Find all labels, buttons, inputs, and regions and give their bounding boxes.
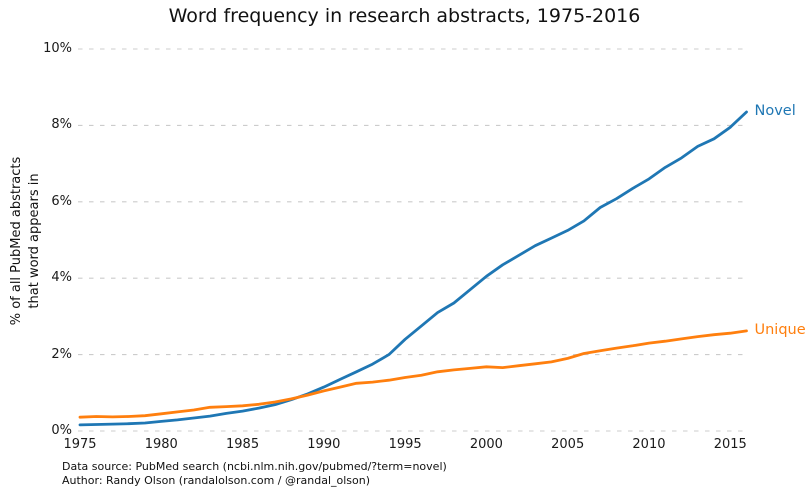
series-label-novel: Novel <box>754 103 796 120</box>
series-label-unique: Unique <box>754 321 806 338</box>
y-tick-label: 2% <box>51 346 72 362</box>
chart-title: Word frequency in research abstracts, 19… <box>168 5 641 27</box>
y-tick-label: 10% <box>43 41 72 56</box>
y-tick-label: 6% <box>51 193 72 209</box>
x-tick-label: 1990 <box>307 437 341 452</box>
x-tick-label: 2010 <box>632 437 666 452</box>
footer-author: Author: Randy Olson (randalolson.com / @… <box>62 474 371 487</box>
x-tick-label: 1995 <box>388 437 422 452</box>
x-tick-label: 1980 <box>144 437 178 452</box>
y-tick-label: 4% <box>51 270 72 286</box>
x-tick-label: 1985 <box>226 437 260 452</box>
series-line-novel <box>78 110 748 427</box>
x-tick-label: 2015 <box>713 437 747 452</box>
series-line-unique <box>78 329 748 419</box>
x-tick-label: 1975 <box>63 437 97 452</box>
x-tick-label: 2000 <box>469 437 503 452</box>
x-tick-label: 2005 <box>551 437 585 452</box>
y-tick-label: 0% <box>51 423 72 438</box>
y-tick-label: 8% <box>51 117 72 133</box>
footer-data-source: Data source: PubMed search (ncbi.nlm.nih… <box>62 460 447 473</box>
